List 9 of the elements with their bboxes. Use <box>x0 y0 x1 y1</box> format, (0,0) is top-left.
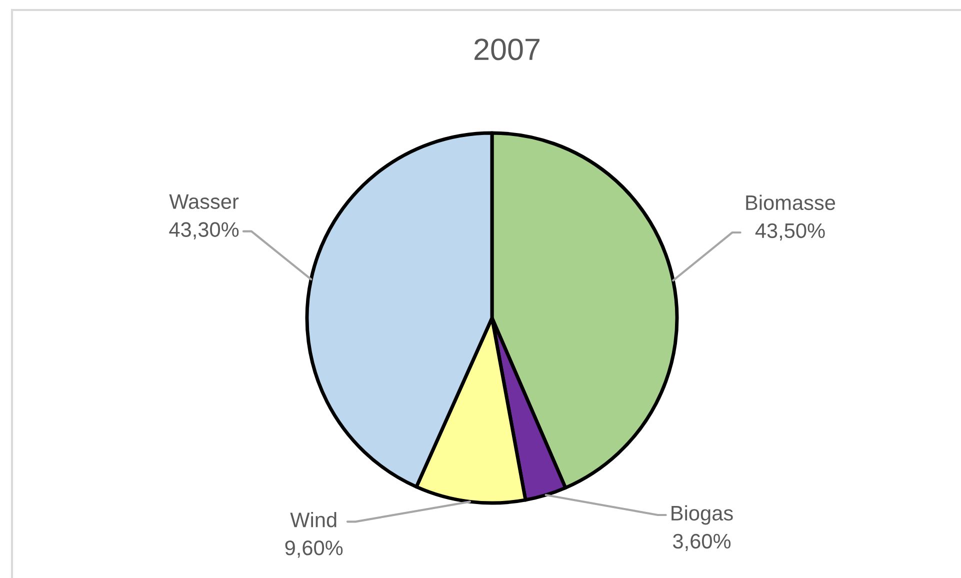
data-label: 43,50% <box>755 223 825 241</box>
slice-label: Wind <box>290 512 336 528</box>
slice-label: Biogas <box>672 505 733 525</box>
slice-label: Wasser <box>169 194 239 209</box>
chart-title: 2007 <box>474 38 540 60</box>
data-label: 43,30% <box>169 222 239 240</box>
slice-label: Biomasse <box>746 194 836 210</box>
data-label: 3,60% <box>673 534 731 552</box>
data-label: 9,60% <box>285 540 343 558</box>
